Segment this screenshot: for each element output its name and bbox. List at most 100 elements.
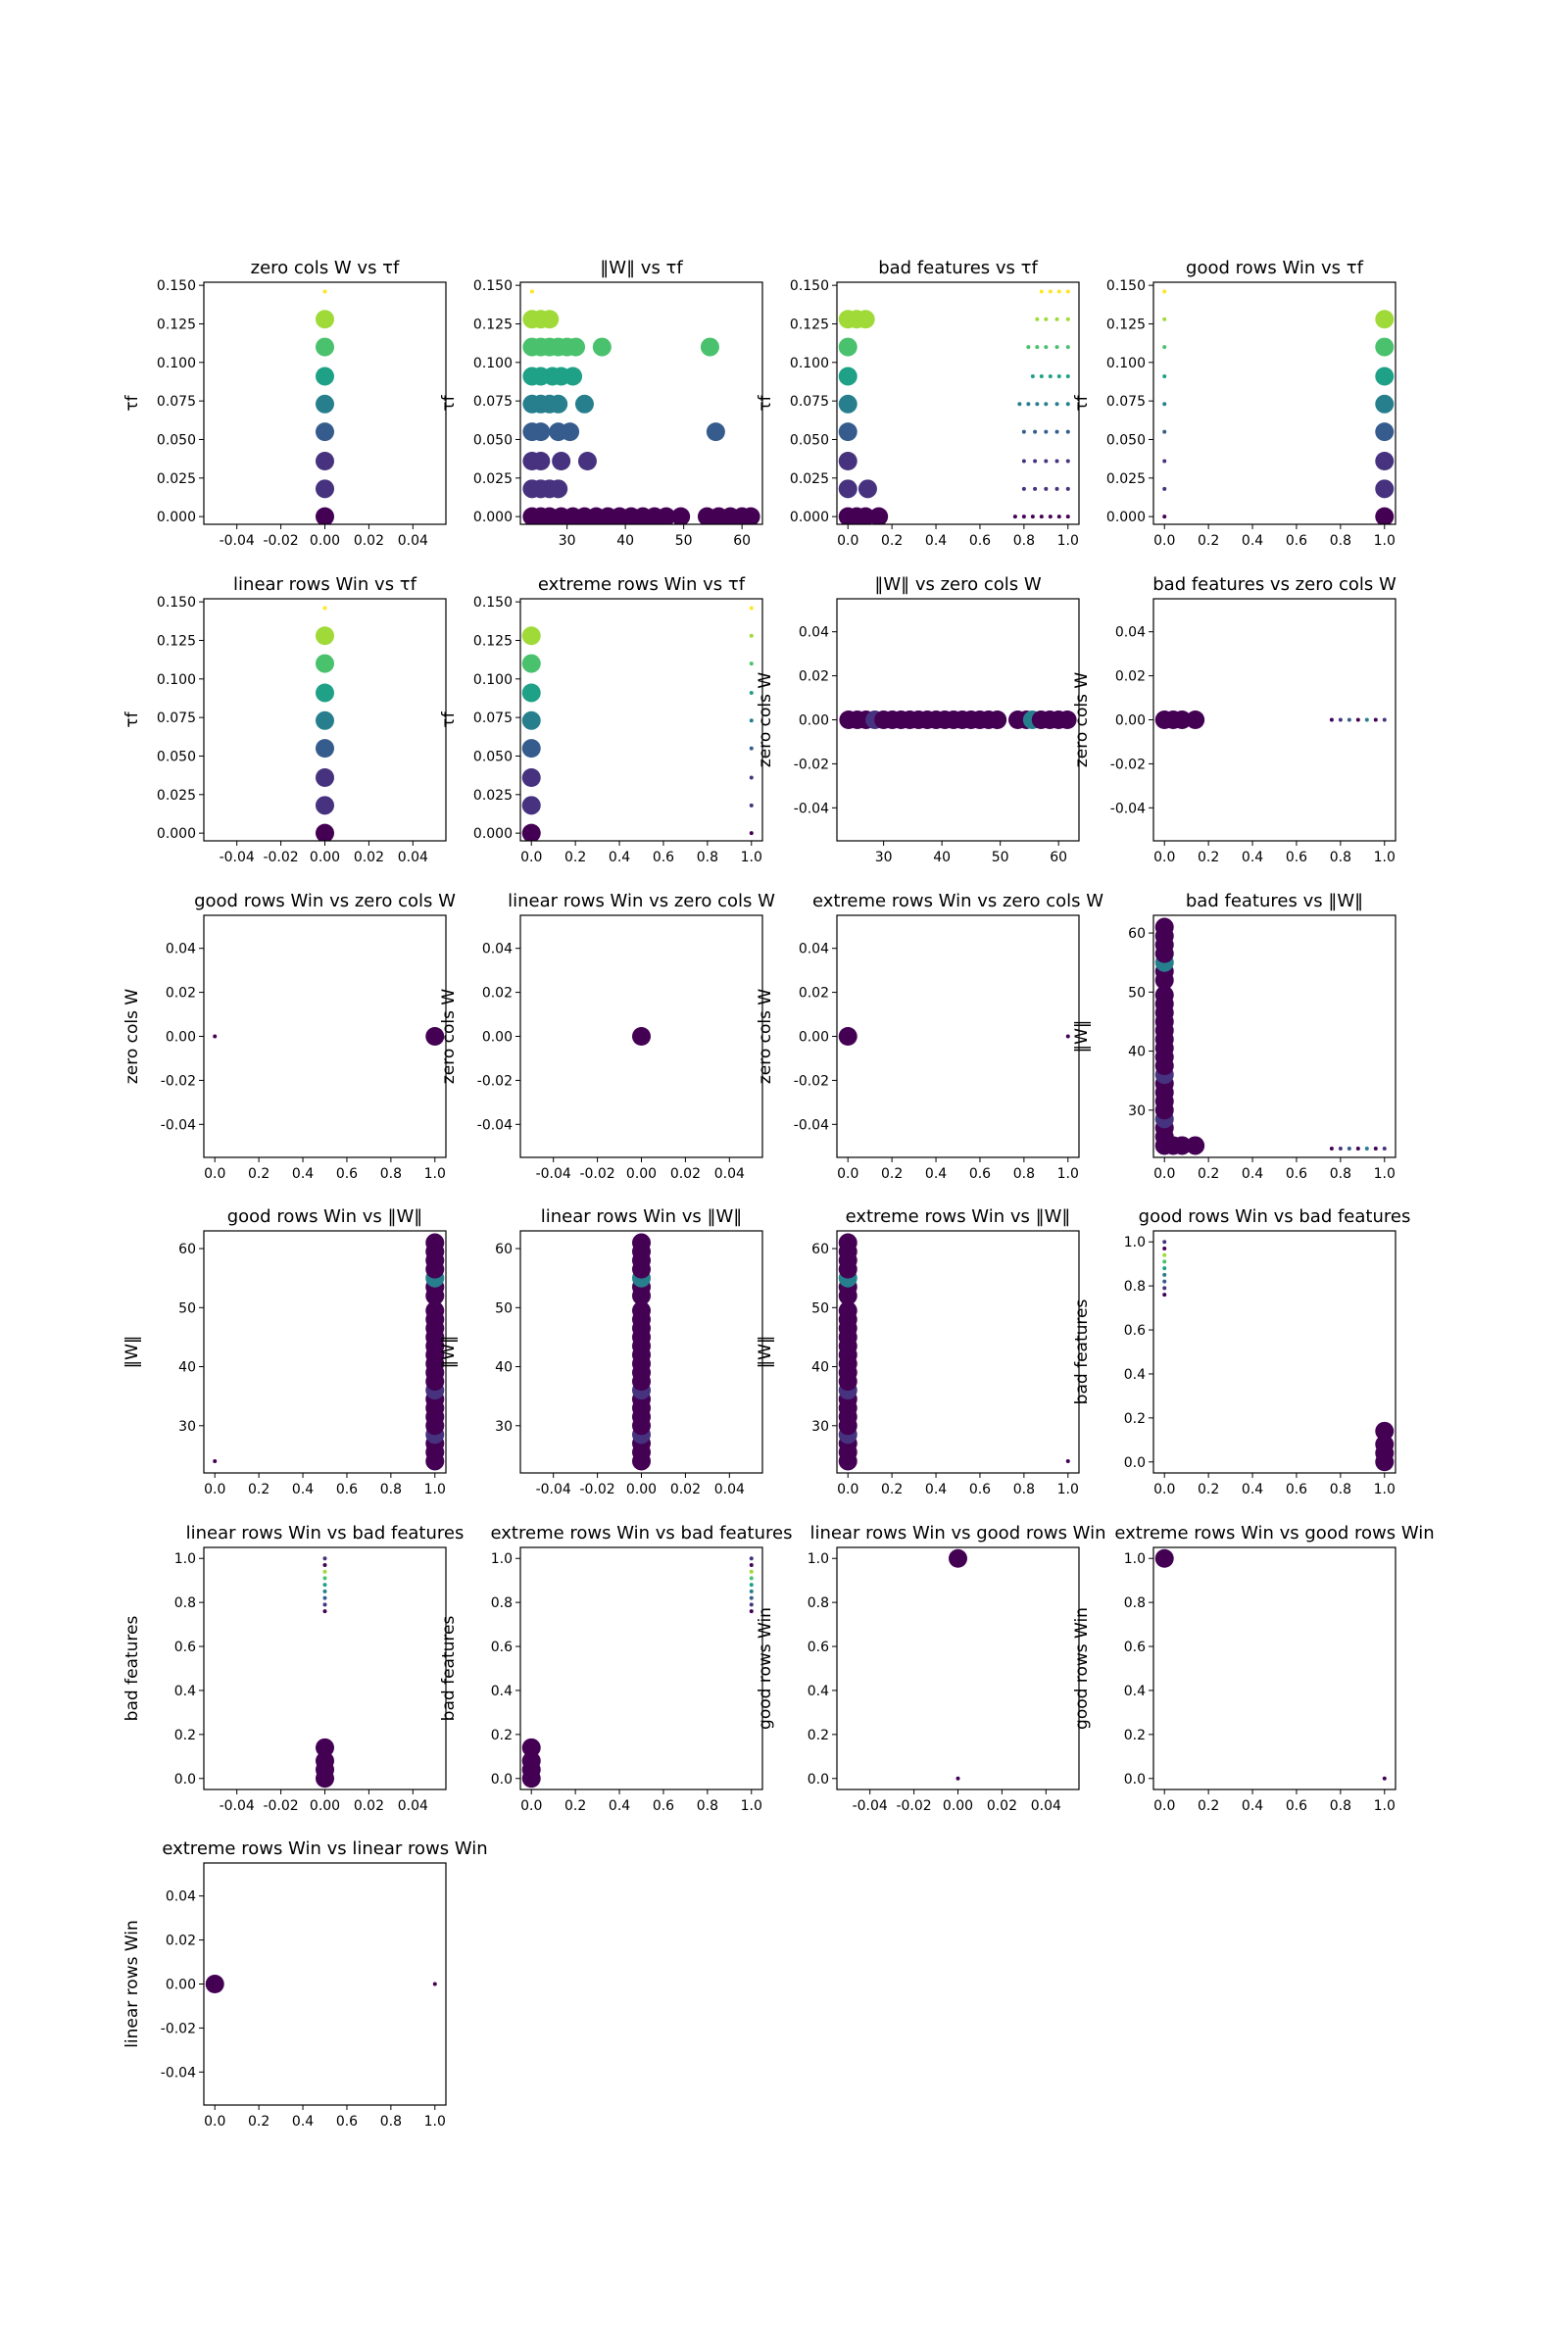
scatter-point	[1186, 710, 1205, 729]
y-tick-label: -0.04	[794, 801, 829, 816]
scatter-point	[521, 1751, 541, 1771]
plot-frame	[836, 598, 1080, 842]
scatter-point	[1054, 345, 1059, 350]
plot-frame	[836, 1230, 1080, 1474]
y-tick-label: 60	[1128, 926, 1146, 942]
plot-frame	[203, 1546, 447, 1790]
scatter-point	[1065, 317, 1070, 321]
x-tick-label: -0.02	[263, 1798, 298, 1814]
y-tick-label: 0.025	[157, 788, 196, 804]
x-tick-label: -0.04	[220, 533, 255, 549]
y-tick-label: 1.0	[174, 1551, 196, 1567]
subplot-title: bad features vs zero cols W	[1152, 574, 1396, 595]
scatter-point	[1044, 459, 1049, 464]
x-tick-label: 0.4	[925, 1166, 947, 1182]
scatter-point	[749, 803, 754, 808]
plot-frame	[519, 914, 763, 1158]
x-tick-label: -0.02	[579, 1482, 614, 1497]
x-tick-label: 0.6	[336, 1482, 358, 1497]
y-tick-label: 0.100	[1106, 356, 1146, 371]
x-tick-label: 0.4	[925, 1482, 947, 1497]
x-tick-label: -0.04	[853, 1798, 888, 1814]
x-tick-label: 0.6	[653, 850, 674, 865]
y-tick-label: 0.6	[491, 1640, 513, 1655]
scatter-point	[1162, 345, 1167, 350]
x-tick-label: 60	[1050, 850, 1067, 865]
scatter-point	[521, 654, 541, 673]
scatter-point	[425, 1300, 445, 1320]
x-tick-label: 0.4	[609, 850, 630, 865]
scatter-point	[1021, 429, 1026, 434]
subplot-6: extreme rows Win vs τf τf 0.0 0.2 0.4 0.6 0.8 1…	[439, 574, 763, 865]
scatter-point	[205, 1975, 224, 1993]
y-tick-label: 0.000	[157, 826, 196, 842]
y-tick-label: 1.0	[1124, 1235, 1146, 1250]
y-axis-label: good rows Win	[756, 1607, 775, 1730]
points-group	[839, 710, 1077, 729]
x-tick-label: 0.0	[1153, 1798, 1175, 1814]
y-tick-label: 60	[178, 1242, 196, 1257]
y-tick-label: -0.02	[161, 1073, 196, 1089]
points-group	[521, 1556, 754, 1788]
y-tick-label: 0.4	[808, 1684, 829, 1699]
scatter-point	[549, 394, 568, 414]
scatter-point	[749, 831, 754, 836]
x-tick-label: 0.04	[398, 533, 428, 549]
points-group	[838, 1233, 1070, 1471]
x-tick-label: 0.6	[969, 1482, 991, 1497]
y-tick-label: 0.150	[473, 278, 513, 294]
y-tick-label: -0.02	[477, 1073, 513, 1089]
y-tick-label: 0.025	[157, 471, 196, 487]
subplot-7: ‖W‖ vs zero cols W zero cols W 30 40 50 60 -0.…	[756, 574, 1080, 865]
points-group	[1154, 710, 1387, 729]
plot-frame	[836, 1546, 1080, 1790]
y-axis-label: ‖W‖	[1072, 1020, 1092, 1054]
scatter-point	[838, 1300, 858, 1320]
plot-frame	[203, 1230, 447, 1474]
subplot-14: linear rows Win vs ‖W‖ ‖W‖ -0.04 -0.02 0.00 0…	[439, 1206, 763, 1497]
x-tick-label: 0.0	[1153, 533, 1175, 549]
scatter-point	[1054, 459, 1059, 464]
scatter-point	[1375, 394, 1395, 414]
y-tick-label: 0.04	[1115, 625, 1146, 641]
x-tick-label: 50	[992, 850, 1009, 865]
points-group	[949, 1548, 967, 1781]
subplot-title: extreme rows Win vs bad features	[491, 1523, 793, 1544]
y-tick-label: -0.02	[794, 757, 829, 772]
points-group	[632, 1027, 651, 1046]
scatter-point	[322, 1576, 327, 1581]
scatter-point	[1375, 367, 1395, 386]
scatter-point	[1355, 1146, 1360, 1151]
scatter-point	[1065, 373, 1070, 378]
scatter-point	[1054, 317, 1059, 321]
y-tick-label: 0.04	[799, 625, 829, 641]
y-tick-label: -0.02	[1110, 757, 1146, 772]
scatter-point	[564, 367, 583, 386]
scatter-point	[1048, 289, 1053, 294]
scatter-point	[749, 662, 754, 666]
y-tick-label: -0.04	[477, 1117, 513, 1133]
y-tick-label: 50	[1128, 985, 1146, 1001]
x-tick-label: 0.0	[1153, 1482, 1175, 1497]
y-tick-label: -0.02	[161, 2021, 196, 2036]
scatter-point	[1056, 514, 1061, 519]
scatter-point	[869, 507, 889, 524]
scatter-point	[316, 451, 334, 470]
subplot-17: linear rows Win vs bad features bad featu…	[122, 1523, 464, 1814]
scatter-point	[1065, 402, 1070, 407]
y-axis-label: ‖W‖	[756, 1336, 775, 1369]
scatter-point	[316, 796, 334, 815]
x-tick-label: 0.8	[1330, 533, 1351, 549]
scatter-point	[1065, 345, 1070, 350]
scatter-point	[1154, 1548, 1174, 1568]
x-tick-label: -0.02	[896, 1798, 931, 1814]
scatter-point	[749, 1602, 754, 1607]
x-tick-label: 0.2	[1198, 1482, 1219, 1497]
x-tick-label: 0.0	[837, 1166, 858, 1182]
y-axis-label: linear rows Win	[122, 1920, 142, 2048]
scatter-point	[1030, 373, 1035, 378]
scatter-point	[1035, 317, 1040, 321]
x-tick-label: 0.8	[1330, 850, 1351, 865]
scatter-point	[838, 1233, 858, 1252]
y-tick-label: 0.0	[174, 1772, 196, 1788]
